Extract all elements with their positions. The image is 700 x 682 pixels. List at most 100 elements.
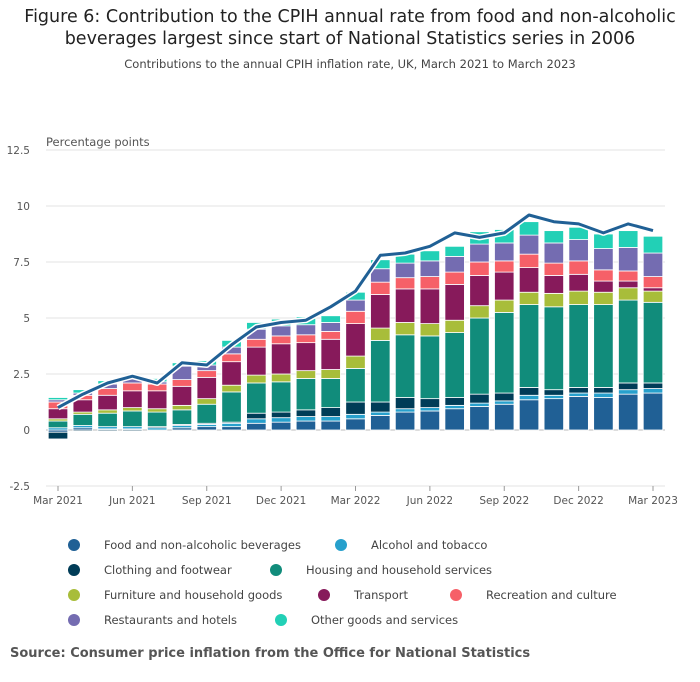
bar-segment xyxy=(221,353,242,363)
bar-segment xyxy=(494,260,515,273)
legend-swatch xyxy=(68,564,80,576)
bar-segment xyxy=(246,338,267,348)
bar-segment xyxy=(295,416,317,422)
bar-segment xyxy=(494,299,515,313)
bar-segment xyxy=(543,306,564,391)
chart-title: Figure 6: Contribution to the CPIH annua… xyxy=(24,7,676,49)
bar-segment xyxy=(618,389,639,395)
bar-segment xyxy=(494,403,515,431)
bar-segment xyxy=(295,334,317,344)
legend-label: Furniture and household goods xyxy=(104,588,283,602)
bar-segment xyxy=(642,388,664,394)
legend-item: Restaurants and hotels xyxy=(68,613,237,627)
y-tick-label: 10 xyxy=(17,201,30,213)
stacked-bar-chart: -2.5 0 2.5 5 7.5 10 12.5 Percentage points Mar 2… xyxy=(7,135,678,507)
bar-segment xyxy=(345,310,366,324)
bar-segment xyxy=(147,390,168,410)
bar-segment xyxy=(221,384,242,393)
bar-segment xyxy=(419,398,441,409)
bar-segment xyxy=(593,392,614,398)
bar-segment xyxy=(270,381,292,413)
bar-segment xyxy=(97,412,118,428)
bar-segment xyxy=(618,299,639,384)
bar-segment xyxy=(444,408,465,431)
bar-segment xyxy=(568,304,589,388)
bar-segment xyxy=(345,299,366,312)
legend-item: Furniture and household goods xyxy=(68,588,282,602)
bar-segment xyxy=(568,273,589,292)
bar-segment xyxy=(419,407,441,412)
bar-segment xyxy=(469,402,490,407)
bar-segment xyxy=(494,271,515,301)
bar-segment xyxy=(97,409,118,414)
legend-item: Housing and household services xyxy=(270,563,492,577)
bar-segment xyxy=(370,411,391,416)
y-tick-label: 5 xyxy=(23,313,30,325)
bar-segment xyxy=(494,400,515,405)
legend-swatch xyxy=(318,589,330,601)
bar-segment xyxy=(196,376,217,400)
bar-segment xyxy=(543,275,564,294)
x-tick-label: Mar 2021 xyxy=(33,495,83,507)
legend-label: Alcohol and tobacco xyxy=(371,538,488,552)
bar-segment xyxy=(320,407,341,417)
bar-segment xyxy=(593,233,614,249)
bar-segment xyxy=(345,367,366,403)
bar-segment xyxy=(295,342,317,372)
bar-segment xyxy=(642,235,664,254)
bar-segment xyxy=(543,292,564,308)
y-tick-label: 7.5 xyxy=(13,257,30,269)
bar-segment xyxy=(593,291,614,305)
bar-segment xyxy=(295,324,317,336)
bar-segment xyxy=(642,287,664,292)
y-axis-label: Percentage points xyxy=(46,135,150,149)
bar-segment xyxy=(419,288,441,325)
bar-segment xyxy=(320,378,341,409)
legend-label: Clothing and footwear xyxy=(104,563,232,577)
legend-label: Other goods and services xyxy=(311,613,459,627)
bar-segment xyxy=(543,389,564,396)
bar-segment xyxy=(47,431,69,440)
bar-segment xyxy=(419,260,441,277)
bar-segment xyxy=(171,385,193,406)
bar-segment xyxy=(320,420,341,431)
bar-segment xyxy=(419,250,441,262)
bar-segment xyxy=(618,270,639,282)
bar-segment xyxy=(444,319,465,333)
bar-segment xyxy=(518,394,540,401)
bar-segment xyxy=(72,413,93,426)
source-note: Source: Consumer price inflation from th… xyxy=(10,646,531,661)
legend-swatch xyxy=(68,614,80,626)
bar-segment xyxy=(444,255,465,273)
x-tick-label: Jun 2021 xyxy=(108,495,155,507)
bar-segment xyxy=(270,343,292,375)
bar-segment xyxy=(122,429,143,432)
bar-segment xyxy=(370,268,391,283)
bar-segment xyxy=(246,412,267,420)
bar-segment xyxy=(171,379,193,387)
bar-segment xyxy=(270,335,292,345)
bar-segment xyxy=(370,339,391,403)
bar-segment xyxy=(518,253,540,269)
bar-segment xyxy=(122,390,143,408)
bar-segment xyxy=(444,397,465,406)
bar-segment xyxy=(345,413,366,420)
bar-segment xyxy=(270,417,292,423)
bar-segment xyxy=(320,315,341,323)
bar-segment xyxy=(469,275,490,307)
bar-segment xyxy=(469,261,490,276)
bar-segment xyxy=(469,305,490,319)
bar-segment xyxy=(444,245,465,257)
y-tick-label: 0 xyxy=(23,425,30,437)
x-tick-label: Dec 2021 xyxy=(256,495,306,507)
bar-segment xyxy=(543,262,564,276)
bar-segment xyxy=(394,411,416,431)
bar-segment xyxy=(270,325,292,337)
bar-segment xyxy=(122,407,143,412)
legend-label: Housing and household services xyxy=(306,563,493,577)
legend-label: Transport xyxy=(354,588,408,602)
bar-segment xyxy=(419,335,441,400)
bar-segment xyxy=(246,382,267,414)
bar-segment xyxy=(642,392,664,431)
bar-segment xyxy=(370,294,391,329)
